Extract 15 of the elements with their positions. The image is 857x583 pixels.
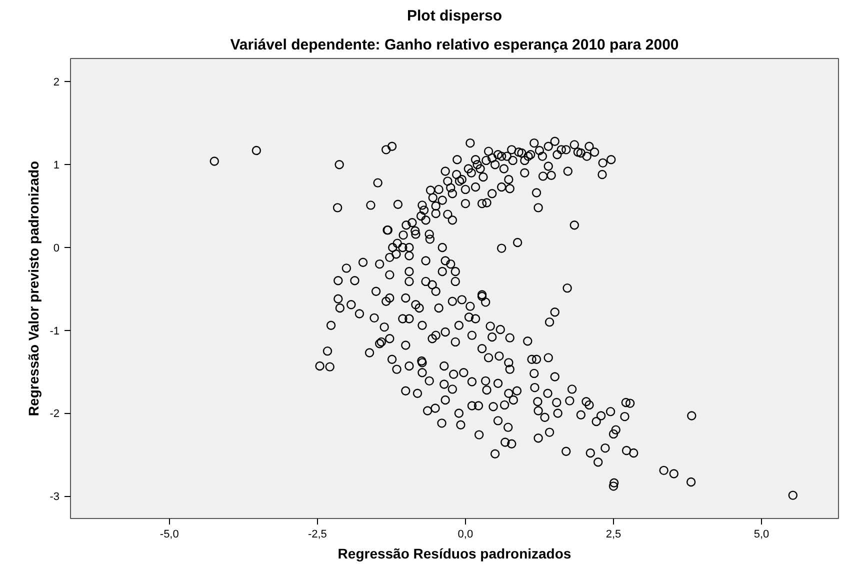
chart-title: Plot disperso xyxy=(406,8,502,24)
y-axis-title: Regressão Valor previsto padronizado xyxy=(26,160,42,416)
y-tick-label: -1 xyxy=(50,325,60,338)
x-tick-label: -2,5 xyxy=(308,528,327,540)
y-tick-label: 2 xyxy=(53,76,60,89)
chart-subtitle: Variável dependente: Ganho relativo esperança 2010 para 2000 xyxy=(230,36,679,54)
y-tick-label: 1 xyxy=(53,160,60,172)
y-tick-label: 0 xyxy=(53,242,60,254)
x-tick-label: 0,0 xyxy=(458,528,474,540)
x-tick-label: 5,0 xyxy=(754,528,770,540)
x-tick-label: 2,5 xyxy=(606,528,622,540)
y-tick-label: -3 xyxy=(50,491,60,504)
x-axis-title: Regressão Resíduos padronizados xyxy=(338,546,572,562)
y-tick-label: -2 xyxy=(50,408,60,420)
x-tick-label: -5,0 xyxy=(160,528,179,540)
